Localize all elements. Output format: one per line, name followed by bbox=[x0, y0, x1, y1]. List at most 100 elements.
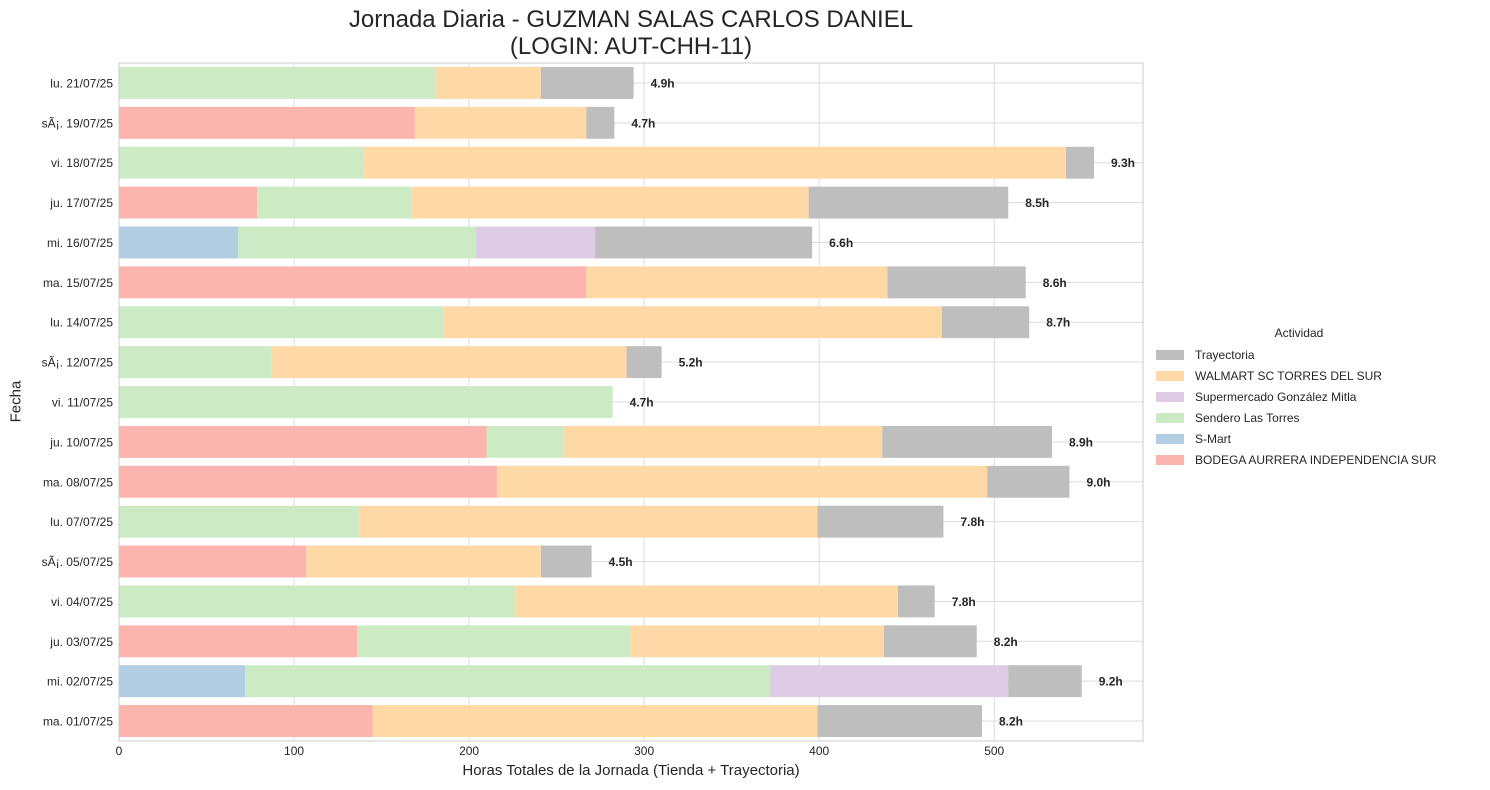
bar-segment bbox=[119, 186, 258, 219]
legend-label: WALMART SC TORRES DEL SUR bbox=[1195, 368, 1382, 383]
bar-segment bbox=[442, 306, 942, 339]
x-tick-label: 400 bbox=[809, 744, 829, 758]
x-tick-label: 100 bbox=[284, 744, 304, 758]
bar-total-label: 4.5h bbox=[609, 555, 633, 569]
y-tick-label: ju. 17/07/25 bbox=[49, 196, 113, 210]
bar-segment bbox=[887, 266, 1026, 299]
bar-segment bbox=[514, 585, 898, 618]
chart-title-line-2: (LOGIN: AUT-CHH-11) bbox=[509, 33, 753, 60]
bar-total-label: 9.2h bbox=[1099, 675, 1123, 689]
bar-total-label: 9.0h bbox=[1086, 475, 1110, 489]
bar-total-label: 8.9h bbox=[1069, 435, 1093, 449]
legend-swatch bbox=[1156, 454, 1184, 465]
legend-label: S-Mart bbox=[1195, 431, 1231, 446]
legend-label: Supermercado González Mitla bbox=[1195, 389, 1357, 404]
bar-segment bbox=[306, 545, 541, 578]
bar-segment bbox=[358, 505, 818, 538]
bar-segment bbox=[941, 306, 1030, 339]
y-tick-label: vi. 11/07/25 bbox=[52, 396, 113, 410]
y-tick-label: sÃ¡. 05/07/25 bbox=[42, 555, 114, 569]
bar-segment bbox=[119, 705, 373, 738]
bar-segment bbox=[595, 226, 813, 259]
legend-item: S-Mart bbox=[1148, 428, 1460, 449]
bar-total-label: 6.6h bbox=[829, 236, 853, 250]
x-tick-label: 200 bbox=[459, 744, 479, 758]
bar-segment bbox=[414, 106, 587, 139]
bar-segment bbox=[1008, 665, 1082, 698]
bar-segment bbox=[245, 665, 771, 698]
bar-segment bbox=[987, 465, 1070, 498]
y-tick-label: ma. 08/07/25 bbox=[43, 475, 113, 489]
bar-segment bbox=[119, 226, 239, 259]
x-axis-label: Horas Totales de la Jornada (Tienda + Tr… bbox=[462, 762, 800, 779]
bar-segment bbox=[476, 226, 596, 259]
bar-segment bbox=[770, 665, 1009, 698]
bar-segment bbox=[119, 146, 365, 179]
bar-segment bbox=[630, 625, 884, 658]
bar-segment bbox=[372, 705, 818, 738]
bar-segment bbox=[119, 585, 515, 618]
y-tick-label: vi. 18/07/25 bbox=[51, 156, 113, 170]
bar-segment bbox=[119, 106, 415, 139]
bar-segment bbox=[897, 585, 935, 618]
bar-segment bbox=[882, 425, 1052, 458]
bar-segment bbox=[364, 146, 1066, 179]
bar-total-label: 4.9h bbox=[651, 76, 675, 90]
bar-segment bbox=[119, 505, 359, 538]
y-tick-label: sÃ¡. 12/07/25 bbox=[42, 356, 114, 370]
bar-total-label: 9.3h bbox=[1111, 156, 1135, 170]
bar-segment bbox=[357, 625, 631, 658]
y-tick-label: lu. 21/07/25 bbox=[50, 76, 113, 90]
legend-label: BODEGA AURRERA INDEPENDENCIA SUR bbox=[1195, 452, 1437, 467]
legend-item: Supermercado González Mitla bbox=[1148, 386, 1460, 407]
legend-swatch bbox=[1156, 370, 1184, 381]
y-tick-label: mi. 02/07/25 bbox=[47, 675, 113, 689]
y-tick-label: mi. 16/07/25 bbox=[47, 236, 113, 250]
x-tick-label: 300 bbox=[634, 744, 654, 758]
y-tick-label: lu. 14/07/25 bbox=[50, 316, 113, 330]
legend-label: Sendero Las Torres bbox=[1195, 410, 1300, 425]
y-tick-label: ju. 10/07/25 bbox=[49, 435, 113, 449]
legend-swatch bbox=[1156, 349, 1184, 360]
bar-segment bbox=[119, 425, 487, 458]
y-axis-label: Fecha bbox=[7, 380, 25, 423]
bar-segment bbox=[119, 665, 246, 698]
bar-segment bbox=[257, 186, 412, 219]
legend: Actividad Trayectoria WALMART SC TORRES D… bbox=[1148, 326, 1460, 470]
bar-segment bbox=[817, 505, 944, 538]
bar-segment bbox=[808, 186, 1009, 219]
bar-total-label: 7.8h bbox=[952, 595, 976, 609]
bar-total-label: 4.7h bbox=[631, 116, 655, 130]
y-tick-label: sÃ¡. 19/07/25 bbox=[42, 116, 114, 130]
legend-label: Trayectoria bbox=[1195, 347, 1255, 362]
bar-segment bbox=[238, 226, 477, 259]
legend-item: Trayectoria bbox=[1148, 344, 1460, 365]
y-tick-label: lu. 07/07/25 bbox=[50, 515, 113, 529]
bar-total-label: 4.7h bbox=[630, 396, 654, 410]
y-tick-label: ma. 01/07/25 bbox=[43, 715, 113, 729]
bar-total-label: 7.8h bbox=[960, 515, 984, 529]
bar-segment bbox=[119, 346, 272, 379]
bar-segment bbox=[497, 465, 988, 498]
bar-total-label: 8.2h bbox=[994, 635, 1018, 649]
bar-segment bbox=[119, 386, 613, 418]
bar-segment bbox=[540, 66, 634, 99]
x-tick-label: 0 bbox=[116, 744, 123, 758]
bar-segment bbox=[271, 346, 627, 379]
plot-frame bbox=[118, 62, 1144, 742]
bar-segment bbox=[626, 346, 662, 379]
bar-segment bbox=[883, 625, 977, 658]
bar-segment bbox=[119, 625, 358, 658]
legend-item: BODEGA AURRERA INDEPENDENCIA SUR bbox=[1148, 449, 1460, 470]
bar-segment bbox=[586, 106, 615, 139]
y-tick-label: vi. 04/07/25 bbox=[51, 595, 113, 609]
legend-item: Sendero Las Torres bbox=[1148, 407, 1460, 428]
bar-segment bbox=[435, 66, 541, 99]
legend-title: Actividad bbox=[1274, 326, 1324, 340]
bar-segment bbox=[563, 425, 883, 458]
bar-segment bbox=[119, 266, 587, 299]
legend-swatch bbox=[1156, 433, 1184, 444]
bar-segment bbox=[586, 266, 888, 299]
chart-title-line-1: Jornada Diaria - GUZMAN SALAS CARLOS DAN… bbox=[348, 6, 914, 33]
